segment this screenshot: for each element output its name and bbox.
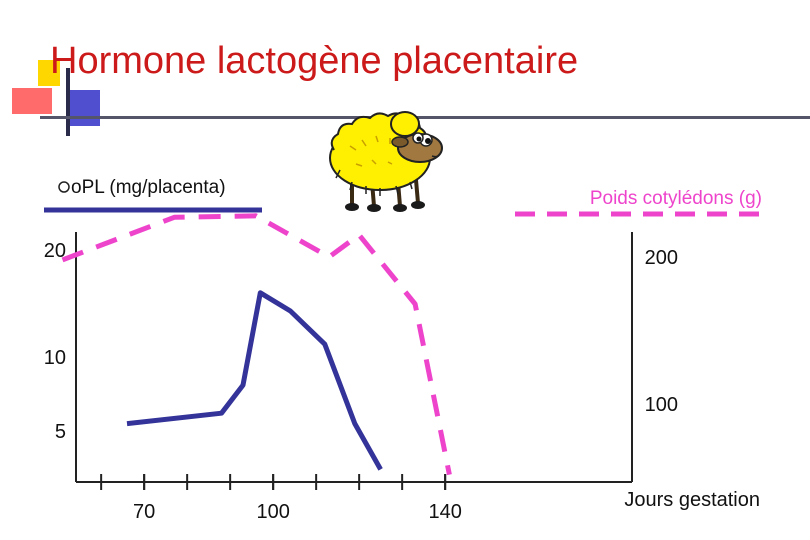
- x-tick-label: 140: [428, 501, 461, 523]
- y-left-tick-label: 10: [44, 347, 66, 369]
- decor-red-square: [12, 88, 52, 114]
- legend-cotyledon: Poids cotylédons (g): [515, 188, 762, 217]
- x-tick-label: 100: [256, 501, 289, 523]
- y-right-tick-label: 100: [645, 394, 678, 416]
- y-right-tick-label: 200: [645, 247, 678, 269]
- y-left-tick-labels: 5 10 20: [44, 240, 66, 443]
- series-line-opl: [126, 290, 383, 471]
- series-lines: [61, 213, 452, 476]
- decor-blue-square: [66, 90, 100, 126]
- y-left-tick-label: 5: [55, 421, 66, 443]
- x-tick-label: 70: [133, 501, 155, 523]
- x-axis-title: Jours gestation: [624, 489, 760, 511]
- decor-vertical-line: [66, 68, 70, 136]
- title-underline: [40, 116, 810, 119]
- legend-opl-label: oPL (mg/placenta): [71, 177, 226, 198]
- x-ticks: 70 100 140: [100, 474, 462, 523]
- series-line-cotyledon-weight: [61, 213, 452, 476]
- y-right-tick-labels: 100 200: [645, 247, 678, 416]
- legend-cotyledon-label: Poids cotylédons (g): [590, 188, 762, 209]
- decor-yellow-square: [38, 60, 60, 86]
- y-left-tick-label: 20: [44, 240, 66, 262]
- legend-opl-bullet-icon: [58, 181, 70, 193]
- slide-title: Hormone lactogène placentaire: [50, 40, 579, 82]
- sheep-icon: [329, 111, 443, 212]
- legend-opl: oPL (mg/placenta): [44, 177, 262, 213]
